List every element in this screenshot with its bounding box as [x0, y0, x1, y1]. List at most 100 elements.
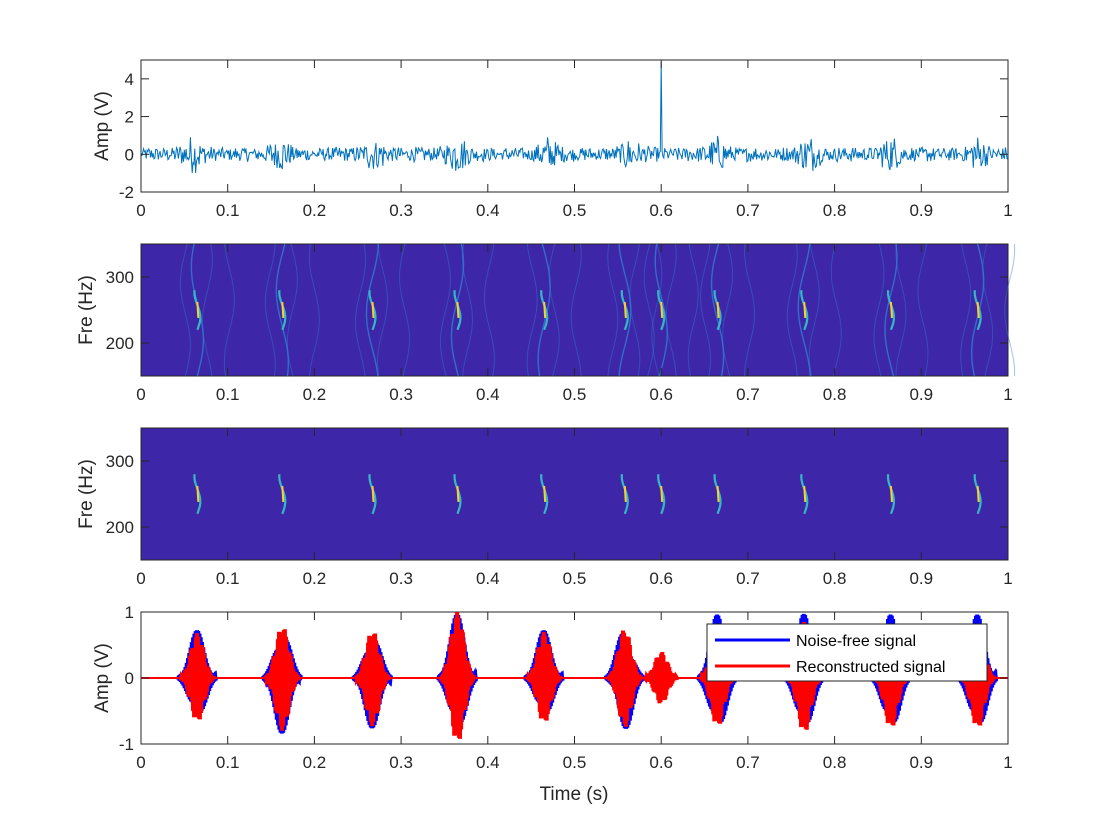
spectrogram-ridge-peak — [623, 486, 627, 502]
spectrogram-ridge-faint — [526, 243, 538, 377]
x-tick-label: 0.8 — [823, 385, 847, 404]
legend-box — [706, 623, 988, 682]
x-tick-label: 0.1 — [216, 385, 240, 404]
panel-spectrogram-denoised: 0 0.1 0.2 0.3 0.4 0.5 0.6 0.7 0.8 0.9 1 200 300 Fre … — [76, 427, 1013, 588]
x-tick-label: 0.4 — [476, 201, 500, 220]
spectrogram-ridge-faint — [398, 243, 411, 377]
signal-burst — [178, 633, 216, 720]
spectrogram-ridge-peak — [976, 302, 980, 318]
x-tick-label: 0.9 — [909, 753, 933, 772]
y-tick-label: 200 — [106, 334, 134, 353]
spectrogram-ridge-core — [193, 474, 202, 515]
y-tick-label: 4 — [125, 70, 134, 89]
axes-box-2 — [140, 243, 1009, 377]
spectrogram-ridge-faint — [700, 243, 712, 377]
spectrogram-ridge-peak — [889, 302, 893, 318]
legend-label-noise-free: Noise-free signal — [796, 633, 916, 650]
spectrogram-ridge-faint — [722, 243, 733, 377]
spectrogram-ridge-faint — [440, 243, 451, 377]
spectrogram-ridge-peak — [281, 486, 285, 502]
spectrogram-ridge-faint — [643, 243, 655, 377]
spectrogram-ridge-peak — [543, 302, 547, 318]
spectrogram-ridge — [537, 243, 551, 377]
axes-ticks-2: 0 0.1 0.2 0.3 0.4 0.5 0.6 0.7 0.8 0.9 1 200 300 — [106, 244, 1013, 404]
spectrogram-ridge-faint — [744, 243, 755, 377]
axes-ticks-4: 0 0.1 0.2 0.3 0.4 0.5 0.6 0.7 0.8 0.9 1-101 — [119, 603, 1013, 772]
x-tick-label: 0.1 — [216, 569, 240, 588]
x-tick-label: 0 — [136, 753, 145, 772]
x-tick-label: 0.3 — [389, 753, 413, 772]
x-tick-label: 0.2 — [303, 201, 327, 220]
spectrogram-ridge-faint — [286, 243, 298, 377]
x-tick-label: 0.2 — [303, 569, 327, 588]
y-tick-label: 300 — [106, 452, 134, 471]
legend: Noise-free signal Reconstructed signal — [706, 623, 988, 682]
signal-burst — [642, 651, 680, 704]
x-tick-label: 0.2 — [303, 385, 327, 404]
spectrogram-ridge-faint — [982, 243, 994, 377]
spectrogram-ridge-faint — [264, 243, 276, 377]
legend-label-reconstructed: Reconstructed signal — [796, 659, 945, 676]
x-tick-label: 0.8 — [823, 201, 847, 220]
spectrogram-ridge-peak — [803, 302, 807, 318]
x-tick-label: 0.3 — [389, 385, 413, 404]
x-tick-label: 0.4 — [476, 753, 500, 772]
spectrogram-ridge-faint — [808, 243, 820, 377]
x-tick-label: 0.4 — [476, 569, 500, 588]
spectrogram-ridge-faint — [179, 243, 191, 377]
spectrogram-ridge-core — [657, 290, 666, 331]
signal-burst — [525, 631, 563, 721]
x-tick-label: 0 — [136, 385, 145, 404]
x-tick-label: 0.3 — [389, 569, 413, 588]
x-tick-label: 1 — [1003, 385, 1012, 404]
spectrogram-ridge-faint — [895, 243, 907, 377]
x-tick-label: 0.4 — [476, 385, 500, 404]
x-tick-label: 0.7 — [736, 569, 760, 588]
signal-burst — [439, 612, 476, 739]
x-tick-label: 0.7 — [736, 385, 760, 404]
spectrogram-ridge-faint — [786, 243, 798, 377]
spectrogram-ridge — [797, 243, 811, 377]
axes-box-3 — [140, 427, 1009, 561]
spectrogram-ridge-peak — [371, 302, 375, 318]
y-tick-label: 200 — [106, 518, 134, 537]
spectrogram-ridge-faint — [960, 243, 972, 377]
panel-reconstruction: 0 0.1 0.2 0.3 0.4 0.5 0.6 0.7 0.8 0.9 1-101 Amp (V… — [92, 603, 1013, 805]
spectrogram-ridge-peak — [803, 486, 807, 502]
spectrogram-ridge-core — [973, 290, 982, 331]
spectrogram-ridge-peak — [623, 302, 627, 318]
spectrogram-ridge-faint — [376, 243, 389, 377]
spectrogram-ridge-faint — [201, 243, 213, 377]
x-tick-label: 0.6 — [649, 569, 673, 588]
spectrogram-ridge-faint — [570, 243, 582, 377]
y-tick-label: 300 — [106, 268, 134, 287]
spectrogram-ridge — [365, 243, 380, 377]
ylabel-fre-3: Fre (Hz) — [76, 459, 97, 529]
spectrogram-ridge-peak — [716, 486, 720, 502]
noisy-signal-line — [140, 61, 1009, 173]
spectrogram-ridge-faint — [687, 243, 699, 377]
y-tick-label: 2 — [125, 108, 134, 127]
y-tick-label: -2 — [119, 183, 134, 202]
panel-spectrogram-raw: 0 0.1 0.2 0.3 0.4 0.5 0.6 0.7 0.8 0.9 1 200 300 Fre … — [76, 243, 1016, 404]
xlabel-time: Time (s) — [540, 784, 609, 805]
spectrogram-ridge-peak — [660, 302, 664, 318]
ylabel-amp-1: Amp (V) — [92, 91, 113, 161]
spectrogram-ridge — [450, 243, 465, 377]
spectrogram-ridge-core — [886, 474, 895, 515]
spectrogram-ridge-peak — [456, 302, 460, 318]
spectrogram-ridge-faint — [873, 243, 885, 377]
spectrogram-ridge-peak — [716, 302, 720, 318]
spectrogram-ridge-peak — [371, 486, 375, 502]
spectrogram-ridge-core — [800, 474, 809, 515]
spectrogram-ridge-faint — [651, 243, 663, 377]
spectrogram-ridge-faint — [1004, 243, 1016, 376]
x-tick-label: 0.5 — [563, 385, 587, 404]
spectrogram-ridge-faint — [462, 243, 473, 377]
spectrogram-ridge-core — [540, 474, 549, 515]
spectrogram-ridge-peak — [196, 486, 200, 502]
spectrogram-ridge-faint — [223, 243, 235, 377]
spectrogram-ridge-peak — [281, 302, 285, 318]
